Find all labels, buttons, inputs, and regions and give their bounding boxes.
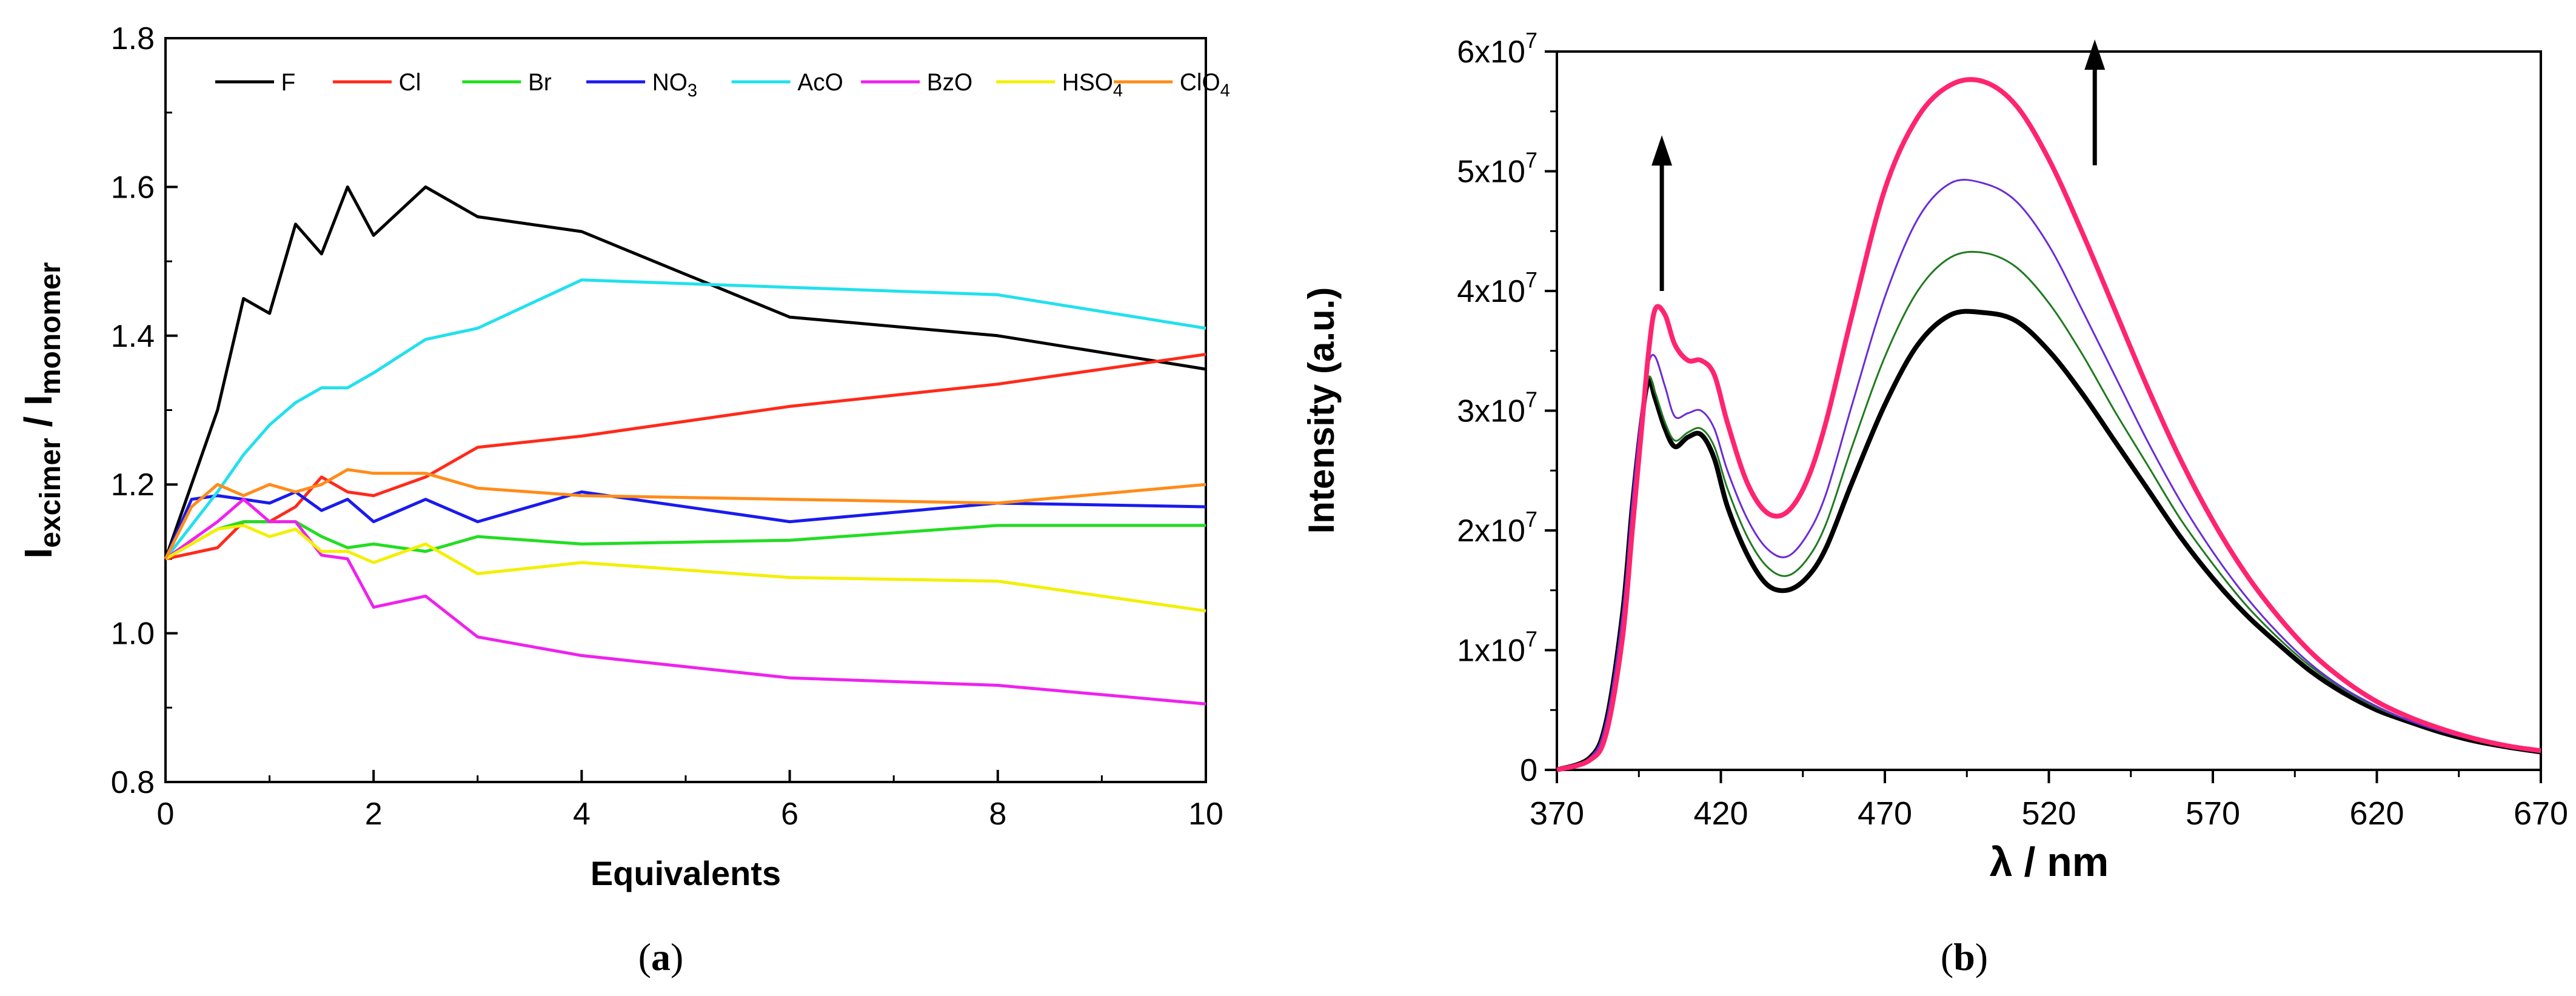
a-legend-label: AcO [797, 69, 843, 96]
a-x-tick-label: 2 [365, 797, 383, 832]
b-y-tick-label: 3x107 [1457, 387, 1537, 429]
panel-b: 370 420 470 520 570 620 670 0 1x107 2x107 3x107 4x1… [1301, 28, 2568, 978]
a-x-axis-label: Equivalents [590, 854, 781, 892]
b-y-tick-label: 2x107 [1457, 507, 1537, 549]
b-y-tick-label: 0 [1520, 753, 1537, 788]
b-spectrum-3 [1556, 179, 2541, 771]
a-series-f [164, 185, 1206, 560]
b-y-tick-label: 4x107 [1457, 267, 1537, 309]
a-legend-label: F [281, 69, 296, 96]
b-panel-caption: (b) [1941, 935, 1988, 978]
a-legend: F Cl Br NO3 AcO BzO HSO4 ClO4 [215, 69, 1230, 101]
a-y-tick-label: 1.4 [111, 319, 155, 354]
a-legend-label: Br [528, 69, 552, 96]
a-series-br [164, 520, 1206, 561]
b-arrow-head [1651, 135, 1673, 166]
a-y-axis-label: Iexcimer / Imonomer [16, 262, 67, 558]
a-y-tick-label: 1.0 [111, 617, 155, 652]
b-series-layer [1556, 77, 2541, 772]
b-x-tick-label: 420 [1693, 795, 1748, 832]
a-legend-label: HSO4 [1062, 69, 1123, 101]
b-y-axis-label: Intensity (a.u.) [1301, 287, 1342, 534]
a-x-tick-label: 8 [989, 797, 1006, 832]
b-x-tick-label: 520 [2021, 795, 2076, 832]
a-series-bzo [164, 498, 1206, 706]
a-legend-label: Cl [399, 69, 421, 96]
a-y-tick-label: 1.2 [111, 467, 155, 503]
b-y-tick-label: 5x107 [1457, 148, 1537, 190]
b-x-tick-label: 670 [2514, 795, 2568, 832]
b-spectrum-2 [1556, 250, 2541, 771]
b-arrows [1651, 39, 2106, 291]
b-ticks: 370 420 470 520 570 620 670 0 1x107 2x107 3x107 4x1… [1457, 28, 2568, 832]
a-y-tick-label: 0.8 [111, 765, 155, 800]
a-x-tick-label: 4 [573, 797, 590, 832]
b-x-tick-label: 470 [1858, 795, 1912, 832]
a-panel-caption: (a) [638, 935, 684, 978]
a-x-tick-label: 10 [1188, 797, 1223, 832]
a-x-tick-label: 0 [157, 797, 175, 832]
b-y-tick-label: 1x107 [1457, 627, 1537, 669]
b-arrow-head [2084, 39, 2106, 70]
plot-frame-a [164, 37, 1207, 783]
a-series-layer [164, 185, 1206, 706]
b-x-axis-label: λ / nm [1990, 839, 2109, 885]
a-ticks: 0 2 4 6 8 10 0.8 1.0 1.2 1.4 1.6 1.8 [111, 21, 1223, 832]
a-series-cl [165, 353, 1206, 561]
b-x-tick-label: 370 [1530, 795, 1584, 832]
b-spectrum-4 [1556, 77, 2541, 772]
a-series-aco [164, 278, 1206, 560]
b-spectrum-1 [1556, 309, 2541, 772]
a-series-hso4 [164, 524, 1206, 613]
b-x-tick-label: 620 [2349, 795, 2404, 832]
a-x-tick-label: 6 [781, 797, 798, 832]
panel-a: 0 2 4 6 8 10 0.8 1.0 1.2 1.4 1.6 1.8 F Cl Br NO3 AcO BzO… [16, 21, 1230, 978]
a-legend-label: BzO [927, 69, 972, 96]
b-y-tick-label: 6x107 [1457, 28, 1537, 70]
a-y-tick-label: 1.6 [111, 170, 155, 205]
a-legend-label: NO3 [652, 69, 697, 101]
a-series-clo4 [164, 468, 1206, 560]
a-series-no3 [164, 490, 1206, 560]
b-x-tick-label: 570 [2186, 795, 2240, 832]
a-legend-label: ClO4 [1180, 69, 1230, 101]
a-y-tick-label: 1.8 [111, 21, 155, 56]
